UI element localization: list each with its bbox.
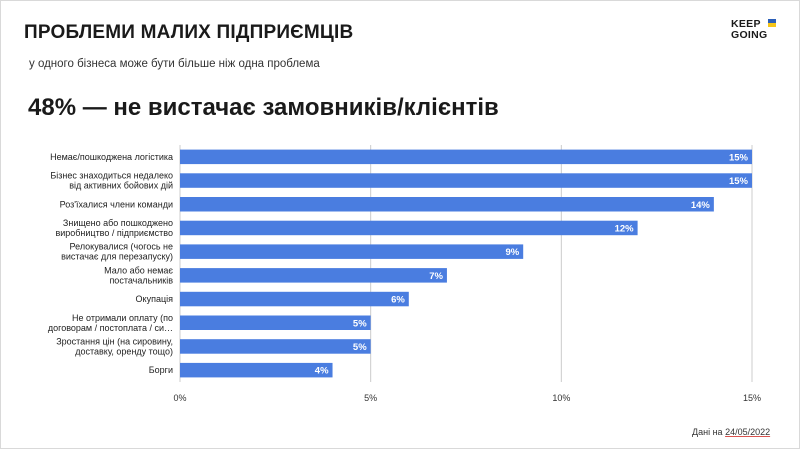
- category-label: Роз'їхалися члени команди: [60, 199, 173, 209]
- category-label: Релокувалися (чогось не: [70, 242, 174, 252]
- flag-yellow-stripe: [768, 23, 776, 27]
- logo-line-1: KEEP: [731, 18, 761, 30]
- category-label: доставку, оренду тощо): [75, 346, 173, 356]
- category-label: Зростання цін (на сировину,: [56, 336, 173, 346]
- x-tick-label: 10%: [552, 393, 570, 403]
- bar-value-label: 12%: [615, 223, 635, 234]
- category-label: Борги: [149, 365, 173, 375]
- bar-value-label: 9%: [505, 247, 519, 258]
- footer-date: 24/05/2022: [725, 427, 771, 437]
- bar-value-label: 15%: [729, 176, 749, 187]
- x-tick-label: 15%: [743, 393, 761, 403]
- page-subtitle: у одного бізнеса може бути більше ніж од…: [29, 58, 320, 70]
- ukraine-flag-icon: [768, 19, 776, 27]
- logo-line-2: GOING: [731, 29, 768, 41]
- keep-going-logo: KEEP GOING: [731, 19, 781, 49]
- bar: [180, 291, 409, 307]
- category-label: від активних бойових дій: [69, 181, 173, 191]
- bar-value-label: 15%: [729, 152, 749, 163]
- category-label: Знищено або пошкоджено: [63, 218, 173, 228]
- footer-prefix: Дані на: [692, 427, 723, 437]
- bar-value-label: 7%: [429, 271, 443, 282]
- bar-value-label: 5%: [353, 342, 367, 353]
- data-date-footer: Дані на 24/05/2022: [692, 427, 770, 437]
- bar: [180, 197, 714, 212]
- bar-value-label: 5%: [353, 318, 367, 329]
- category-label: Мало або немає: [104, 265, 173, 275]
- bar: [180, 362, 333, 378]
- bar: [180, 220, 638, 236]
- bar-value-label: 6%: [391, 295, 405, 306]
- bar: [180, 339, 371, 354]
- bar: [180, 149, 752, 165]
- bar: [180, 244, 524, 259]
- bar: [180, 173, 752, 188]
- x-tick-label: 5%: [364, 393, 377, 403]
- category-label: виробництво / підприємство: [55, 228, 173, 238]
- headline-stat: 48% — не вистачає замовників/клієнтів: [28, 94, 499, 121]
- category-label: Немає/пошкоджена логістика: [50, 152, 173, 162]
- category-label: вистачає для перезапуску): [61, 252, 173, 262]
- bar-value-label: 4%: [315, 366, 329, 377]
- category-label: Не отримали оплату (по: [72, 313, 173, 323]
- category-label: Окупація: [136, 294, 174, 304]
- flag-blue-stripe: [768, 19, 776, 23]
- page-title: ПРОБЛЕМИ МАЛИХ ПІДПРИЄМЦІВ: [24, 22, 354, 43]
- bar: [180, 315, 371, 330]
- category-label: договорам / постоплата / си…: [48, 323, 173, 333]
- category-label: Бізнес знаходиться недалеко: [50, 171, 173, 181]
- x-tick-label: 0%: [173, 393, 186, 403]
- category-label: постачальників: [109, 275, 173, 285]
- bar: [180, 268, 447, 283]
- bar-value-label: 14%: [691, 200, 711, 211]
